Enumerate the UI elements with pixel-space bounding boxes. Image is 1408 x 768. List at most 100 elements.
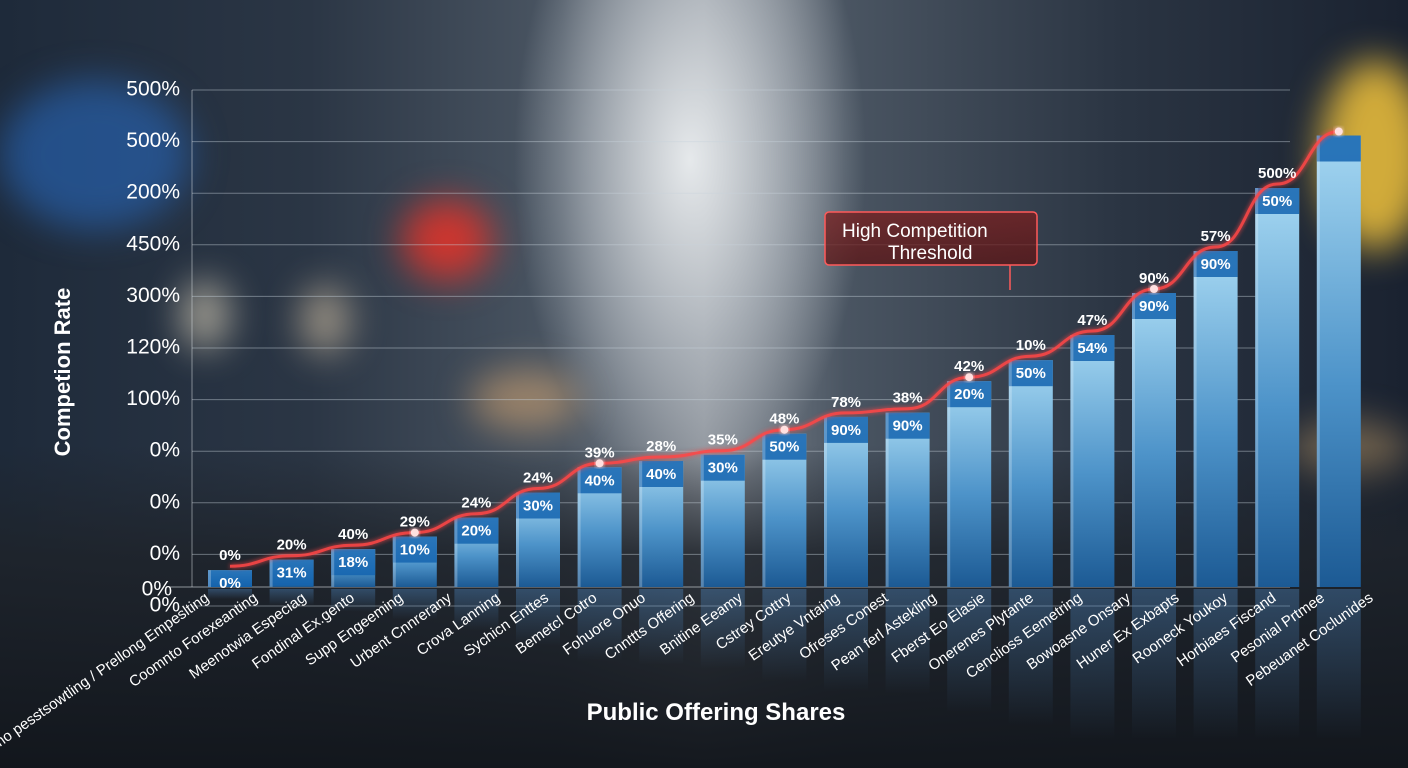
bar-cap <box>700 454 745 481</box>
trend-point <box>1334 127 1343 136</box>
bar-top-label: 20% <box>277 537 307 554</box>
bar-value-label: 10% <box>400 542 430 559</box>
bar <box>1132 293 1176 587</box>
bar-cap <box>516 492 560 519</box>
bar-reflection <box>885 589 930 694</box>
bar-top-label: 10% <box>1016 337 1046 354</box>
y-tick-label: 100% <box>126 387 180 410</box>
bar <box>885 412 930 587</box>
bar-top-label: 48% <box>769 411 799 428</box>
bar-reflection <box>516 589 560 646</box>
bar-highlight <box>1316 135 1320 587</box>
bar-value-label: 30% <box>708 460 738 477</box>
bar-value-label: 31% <box>277 565 307 582</box>
bar-value-label: 40% <box>585 472 615 489</box>
bar-top-label: 500% <box>1258 165 1296 182</box>
bar-highlight <box>700 454 704 587</box>
bar-cap <box>1132 293 1176 319</box>
trend-line <box>229 130 1339 568</box>
y-tick-label: 0% <box>150 594 180 617</box>
bar-cap <box>824 416 868 443</box>
callout-text: High Competition Threshold <box>842 221 988 264</box>
bar-top-label: 28% <box>646 438 676 455</box>
bar-highlight <box>269 559 273 587</box>
bar-reflection <box>577 589 622 661</box>
bar-cap <box>1008 360 1053 387</box>
bar-cap <box>392 536 437 563</box>
bar-top-label: 42% <box>954 358 984 375</box>
bar-reflection <box>454 589 499 631</box>
bar-top-label: 38% <box>893 390 923 407</box>
bar-top-label: 90% <box>1139 270 1169 287</box>
trend-point <box>1150 285 1158 293</box>
bar-reflection <box>331 589 376 612</box>
bar-top-label: 29% <box>400 514 430 531</box>
y-tick-label: 500% <box>126 78 180 101</box>
trend-point <box>780 425 789 434</box>
bar-reflection <box>1070 589 1115 739</box>
bar-highlight <box>454 517 458 587</box>
bar-highlight <box>1070 335 1074 587</box>
bar-cap <box>762 433 807 460</box>
y-axis-ticks: 500%500%200%450%300%120%100%0%0%0%0%0% <box>126 78 180 617</box>
bar-reflection <box>392 589 437 620</box>
bar-value-label: 90% <box>893 418 923 435</box>
bar-highlight <box>208 570 211 587</box>
trend-point <box>965 373 974 382</box>
bar-reflection <box>947 589 992 713</box>
bar <box>1008 360 1053 587</box>
bar-reflection <box>762 589 807 681</box>
bar-reflection <box>1255 589 1300 739</box>
bar-value-label: 90% <box>831 422 861 439</box>
bar-reflection <box>1193 589 1238 739</box>
trend-line-group <box>229 127 1343 568</box>
bar-cap <box>269 559 314 586</box>
bar-cap <box>639 461 684 487</box>
bar-value-label: 18% <box>338 554 368 571</box>
bar-reflection <box>1008 589 1053 726</box>
bar-value-label: 50% <box>1262 193 1292 210</box>
bar-value-label: 90% <box>1201 256 1231 273</box>
bar-value-label: 90% <box>1139 298 1169 315</box>
bar-cap <box>947 381 992 408</box>
y-tick-label: 500% <box>126 129 180 152</box>
y-tick-label: 0% <box>150 439 180 462</box>
bar-value-label: 0% <box>219 575 241 592</box>
bar-top-label: 24% <box>461 495 491 512</box>
bar-cap <box>208 570 252 587</box>
bar-highlight <box>1132 293 1135 587</box>
bar-cap <box>331 549 376 576</box>
bar-highlight <box>516 492 519 587</box>
y-tick-label: 0% <box>150 542 180 565</box>
bar-top-label: 40% <box>338 526 368 543</box>
bar-reflection <box>269 589 314 606</box>
y-tick-label: 450% <box>126 232 180 255</box>
bar-cap <box>1193 251 1238 277</box>
bar-cap <box>1255 188 1300 214</box>
bar-highlight <box>1193 251 1197 587</box>
bar-value-label: 40% <box>646 466 676 483</box>
bar-top-label: 0% <box>219 547 241 564</box>
bar-highlight <box>331 549 335 587</box>
bar-highlight <box>1008 360 1012 587</box>
bar-top-label: 39% <box>585 444 615 461</box>
bar-reflection <box>824 589 868 692</box>
bar <box>1070 335 1115 587</box>
x-category-label: Como pesstsowtling / Prellong Empeslting <box>0 589 212 764</box>
y-tick-label: 0% <box>150 490 180 513</box>
bar-highlight <box>1255 188 1259 587</box>
bar-cap <box>577 467 622 494</box>
y-tick-label: 200% <box>126 181 180 204</box>
bar-top-label: 78% <box>831 394 861 411</box>
bar-top-label: 47% <box>1077 312 1107 329</box>
bar <box>1255 188 1300 587</box>
bar-highlight <box>392 536 396 587</box>
trend-point <box>595 459 604 468</box>
bar-highlight <box>762 433 766 587</box>
bar-value-label: 30% <box>523 497 553 514</box>
bar-cap <box>1070 335 1115 361</box>
bar-value-label: 50% <box>769 439 799 456</box>
bar-highlight <box>639 461 643 587</box>
bar-cap <box>1316 135 1361 162</box>
